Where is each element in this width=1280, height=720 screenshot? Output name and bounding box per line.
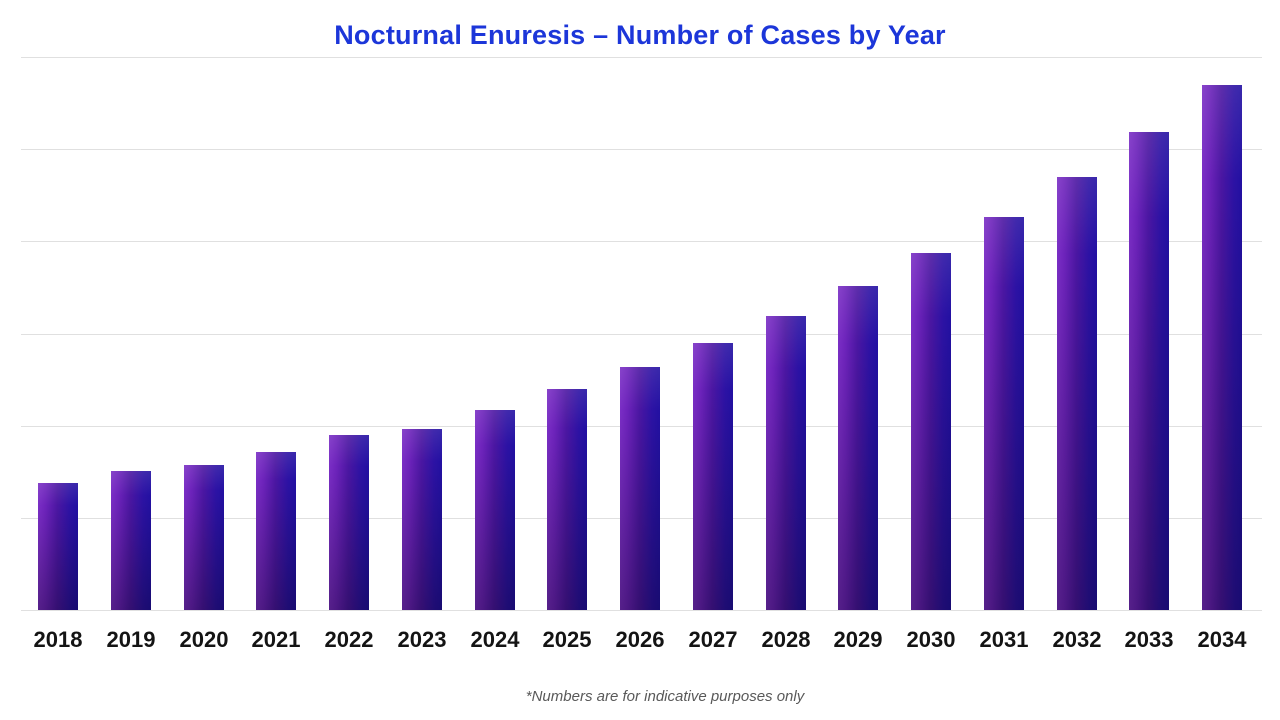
x-tick-label-2026: 2026: [615, 627, 665, 652]
bar-2032: [1057, 177, 1097, 610]
bar-2018: [38, 483, 78, 610]
bar-2033: [1129, 132, 1169, 610]
x-tick-label-2025: 2025: [542, 627, 592, 652]
x-tick-label-2024: 2024: [470, 627, 520, 652]
x-tick-label-2027: 2027: [688, 627, 738, 652]
x-tick-label-2031: 2031: [979, 627, 1029, 652]
x-tick-label-2018: 2018: [33, 627, 83, 652]
plot-area: [21, 57, 1262, 611]
chart-title: Nocturnal Enuresis – Number of Cases by …: [334, 20, 946, 50]
bar-2019: [111, 471, 151, 610]
bar-2023: [402, 429, 442, 610]
bar-2025: [547, 389, 587, 610]
x-tick-label-2019: 2019: [106, 627, 156, 652]
bar-2028: [766, 316, 806, 610]
bar-2034: [1202, 85, 1242, 610]
x-tick-label-2020: 2020: [179, 627, 229, 652]
x-tick-label-2034: 2034: [1197, 627, 1247, 652]
x-tick-label-2033: 2033: [1124, 627, 1174, 652]
x-tick-label-2023: 2023: [397, 627, 447, 652]
x-axis-baseline: [21, 610, 1262, 611]
bar-2027: [693, 343, 733, 610]
bar-2024: [475, 410, 515, 610]
x-tick-label-2022: 2022: [324, 627, 374, 652]
gridline: [21, 149, 1262, 150]
bar-2022: [329, 435, 369, 610]
x-tick-label-2030: 2030: [906, 627, 956, 652]
gridline: [21, 57, 1262, 58]
x-axis: 2018 2019 2020 2021 2022 2023 2024 2025 2026 2027…: [21, 627, 1262, 661]
x-tick-label-2028: 2028: [761, 627, 811, 652]
bar-2031: [984, 217, 1024, 610]
x-tick-label-2021: 2021: [251, 627, 301, 652]
bar-2026: [620, 367, 660, 610]
bar-2020: [184, 465, 224, 610]
x-tick-label-2029: 2029: [833, 627, 883, 652]
x-tick-label-2032: 2032: [1052, 627, 1102, 652]
footnote: *Numbers are for indicative purposes onl…: [525, 688, 805, 705]
bar-2029: [838, 286, 878, 610]
bar-2021: [256, 452, 296, 610]
gridline: [21, 241, 1262, 242]
gridline: [21, 334, 1262, 335]
bar-2030: [911, 253, 951, 610]
